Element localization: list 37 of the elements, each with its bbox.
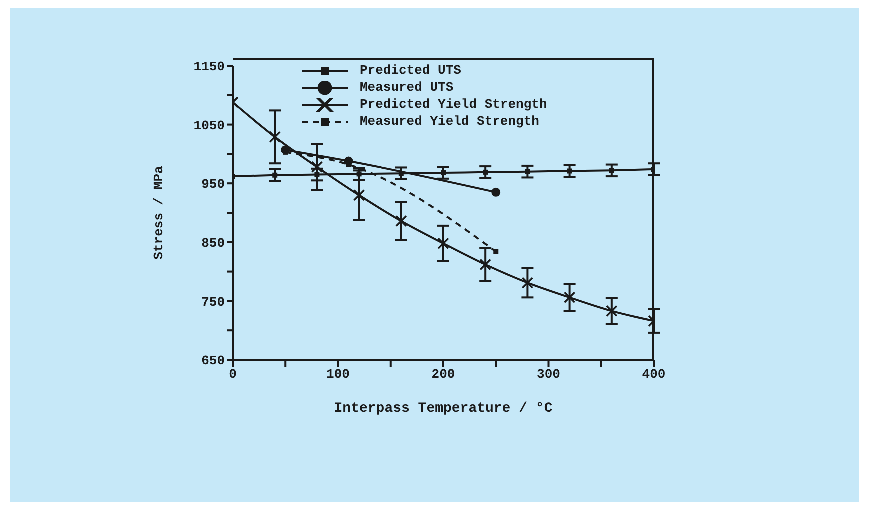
point (311, 161, 324, 174)
point (396, 215, 408, 228)
x-tick-label: 200 (432, 367, 456, 382)
point (522, 277, 534, 289)
point (314, 172, 320, 178)
point (492, 188, 501, 197)
legend-label: Predicted UTS (360, 62, 462, 79)
point (356, 172, 362, 177)
point (564, 292, 576, 304)
x-tick-label: 400 (642, 367, 666, 382)
point (353, 189, 366, 202)
point (567, 168, 572, 174)
y-tick-label: 850 (202, 236, 226, 252)
y-tick-label: 1150 (194, 60, 226, 75)
point (272, 172, 278, 178)
y-tick-label: 950 (202, 177, 226, 192)
legend-label: Measured Yield Strength (360, 113, 540, 130)
x-tick-label: 100 (326, 367, 350, 382)
point (480, 258, 492, 271)
x-axis-title: Interpass Temperature / °C (334, 401, 554, 417)
y-tick-label: 1050 (194, 118, 226, 134)
point (609, 168, 614, 174)
point (398, 171, 404, 176)
point (441, 170, 446, 176)
legend-label: Predicted Yield Strength (360, 96, 548, 113)
y-tick-label: 650 (202, 354, 226, 369)
legend-label: Measured UTS (360, 79, 454, 96)
point (269, 131, 281, 144)
point (483, 170, 488, 175)
y-tick-label: 750 (202, 294, 226, 310)
point (494, 249, 499, 254)
point (606, 305, 618, 318)
point (438, 238, 450, 250)
y-axis-title: Stress / MPa (152, 166, 167, 260)
x-tick-label: 300 (537, 367, 561, 382)
point (525, 169, 530, 174)
x-tick-label: 0 (229, 367, 238, 382)
